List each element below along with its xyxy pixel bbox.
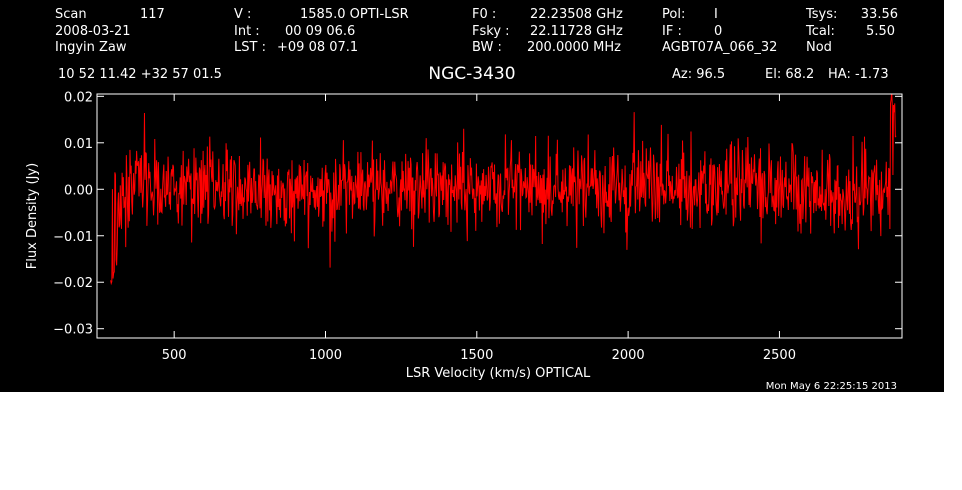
polarization-value: I	[714, 7, 718, 22]
x-tick-label: 1000	[309, 348, 342, 363]
lst-value: +09 08 07.1	[277, 40, 358, 55]
bandwidth-label: BW :	[472, 40, 502, 55]
spectrum-chart: Scan 117 2008-03-21 Ingyin Zaw V : 1585.…	[25, 7, 903, 392]
velocity-label: V :	[234, 7, 251, 22]
if-value: 0	[714, 24, 722, 39]
observing-mode: Nod	[806, 40, 832, 55]
tcal-label: Tcal:	[805, 24, 835, 39]
scan-label: Scan	[55, 7, 87, 22]
polarization-label: Pol:	[662, 7, 685, 22]
spectrum-series-line	[110, 94, 897, 286]
y-tick-label: −0.01	[53, 230, 93, 245]
chart-title: NGC-3430	[428, 64, 515, 84]
plot-frame	[96, 93, 903, 339]
x-tick-label: 2500	[763, 348, 796, 363]
observer-name: Ingyin Zaw	[55, 40, 127, 55]
bandwidth-value: 200.0000 MHz	[527, 40, 621, 55]
if-label: IF :	[662, 24, 682, 39]
series-layer	[110, 94, 897, 286]
lst-label: LST :	[234, 40, 266, 55]
fsky-value: 22.11728 GHz	[530, 24, 623, 39]
elevation: El: 68.2	[765, 67, 814, 82]
x-axis: 500 1000 1500 2000 2500	[162, 94, 796, 363]
f0-label: F0 :	[472, 7, 496, 22]
integration-value: 00 09 06.6	[285, 24, 355, 39]
plot-panel: Scan 117 2008-03-21 Ingyin Zaw V : 1585.…	[0, 0, 944, 392]
hour-angle: HA: -1.73	[828, 67, 889, 82]
y-tick-label: −0.02	[53, 276, 93, 291]
integration-label: Int :	[234, 24, 260, 39]
plot-timestamp: Mon May 6 22:25:15 2013	[766, 381, 897, 392]
observation-date: 2008-03-21	[55, 24, 131, 39]
azimuth: Az: 96.5	[672, 67, 725, 82]
x-tick-label: 500	[162, 348, 187, 363]
y-tick-label: 0.02	[64, 90, 93, 105]
y-tick-label: −0.03	[53, 323, 93, 338]
y-axis: −0.03 −0.02 −0.01 0.00 0.01 0.02	[53, 90, 902, 338]
y-tick-label: 0.01	[64, 137, 93, 152]
tcal-value: 5.50	[866, 24, 895, 39]
project-id: AGBT07A_066_32	[662, 40, 777, 55]
source-coordinates: 10 52 11.42 +32 57 01.5	[58, 67, 222, 82]
x-tick-label: 1500	[460, 348, 493, 363]
scan-value: 117	[140, 7, 165, 22]
x-axis-label: LSR Velocity (km/s) OPTICAL	[406, 366, 591, 381]
velocity-value: 1585.0 OPTI-LSR	[300, 7, 409, 22]
y-tick-label: 0.00	[64, 183, 93, 198]
y-axis-label: Flux Density (Jy)	[25, 163, 40, 269]
tsys-value: 33.56	[861, 7, 898, 22]
fsky-label: Fsky :	[472, 24, 510, 39]
x-tick-label: 2000	[612, 348, 645, 363]
f0-value: 22.23508 GHz	[530, 7, 623, 22]
tsys-label: Tsys:	[805, 7, 837, 22]
